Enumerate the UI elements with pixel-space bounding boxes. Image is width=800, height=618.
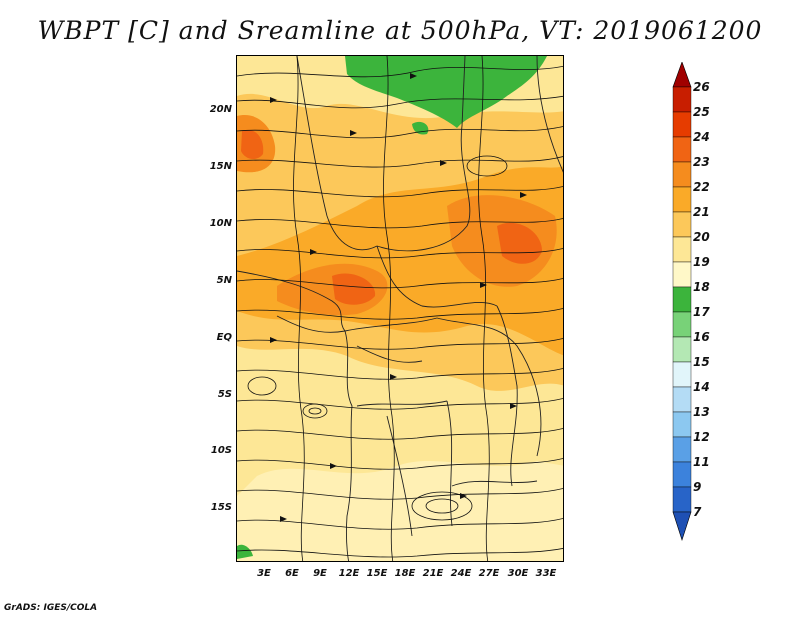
legend-label-18: 18 <box>693 280 710 294</box>
lon-label-21e: 21E <box>422 568 444 579</box>
streamline-arrows <box>270 73 527 522</box>
lon-label-12e: 12E <box>338 568 360 579</box>
field-23-24-north <box>241 129 264 160</box>
map-panel[interactable] <box>236 55 564 562</box>
lat-label-eq: EQ <box>216 332 232 343</box>
legend-colorbar <box>672 62 692 541</box>
lon-label-15e: 15E <box>366 568 388 579</box>
legend-label-13: 13 <box>693 405 710 419</box>
chart-title: WBPT [C] and Sreamline at 500hPa, VT: 20… <box>37 16 763 45</box>
lat-label-15n: 15N <box>209 161 232 172</box>
country-borders <box>237 56 563 561</box>
lon-label-27e: 27E <box>478 568 500 579</box>
lon-label-33e: 33E <box>535 568 557 579</box>
legend-label-22: 22 <box>693 180 710 194</box>
legend-label-26: 26 <box>693 80 710 94</box>
lon-label-9e: 9E <box>313 568 327 579</box>
footer-credit: GrADS: IGES/COLA <box>4 603 98 613</box>
lon-label-6e: 6E <box>285 568 299 579</box>
lon-label-24e: 24E <box>450 568 472 579</box>
legend-top-arrow <box>672 62 692 88</box>
legend-label-24: 24 <box>693 130 710 144</box>
lon-label-3e: 3E <box>257 568 271 579</box>
legend-label-23: 23 <box>693 155 710 169</box>
legend-label-11: 11 <box>693 455 710 469</box>
legend-label-14: 14 <box>693 380 710 394</box>
legend-label-12: 12 <box>693 430 710 444</box>
lat-label-10s: 10S <box>210 445 232 456</box>
field-23-24-west <box>332 273 376 305</box>
legend-label-19: 19 <box>693 255 710 269</box>
field-23-24-east <box>497 222 542 264</box>
field-17-18-sw <box>237 544 253 559</box>
legend-label-21: 21 <box>693 205 710 219</box>
legend-label-9: 9 <box>693 480 702 494</box>
legend-bottom-arrow <box>672 511 692 541</box>
lat-label-15s: 15S <box>210 502 232 513</box>
field-south-18-19 <box>237 461 563 561</box>
lat-label-10n: 10N <box>209 218 232 229</box>
color-legend: 26 25 24 23 22 21 20 19 18 17 16 15 14 1… <box>672 62 732 560</box>
streamlines <box>237 56 563 561</box>
map-canvas <box>237 56 563 561</box>
lon-label-18e: 18E <box>394 568 416 579</box>
legend-label-7: 7 <box>693 505 702 519</box>
legend-label-16: 16 <box>693 330 710 344</box>
legend-label-25: 25 <box>693 105 710 119</box>
lon-label-30e: 30E <box>507 568 529 579</box>
legend-label-17: 17 <box>693 305 710 319</box>
lat-label-20n: 20N <box>209 104 232 115</box>
field-17-18-north <box>345 56 547 128</box>
legend-label-20: 20 <box>693 230 710 244</box>
lat-label-5n: 5N <box>216 275 232 286</box>
legend-label-15: 15 <box>693 355 710 369</box>
lat-label-5s: 5S <box>217 389 232 400</box>
